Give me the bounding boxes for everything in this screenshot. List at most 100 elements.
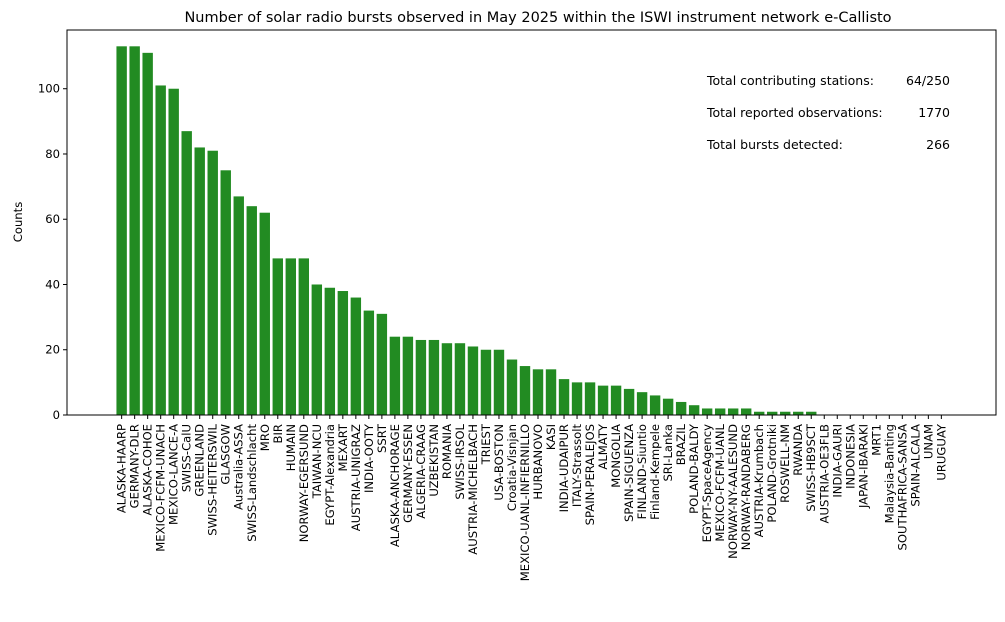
annotation-label: Total reported observations: [706,105,883,120]
x-tick-label: SRI-Lanka [661,424,675,482]
bar [220,170,231,415]
bar [727,408,739,415]
bar [155,85,166,416]
x-tick-label: SWISS-HEITERSWIL [206,423,220,535]
x-tick-label: MEXICO-FCFM-UANL [713,423,727,541]
bar [454,343,466,415]
x-tick-label: URUGUAY [934,423,948,481]
x-tick-label: EGYPT-SpaceAgency [700,424,714,542]
x-tick-label: ALMATY [596,423,610,470]
bar [623,388,635,415]
x-tick-label: TAIWAN-NCU [310,424,324,499]
bar [168,88,179,415]
y-tick-label: 0 [53,408,60,422]
x-tick-label: ALASKA-ANCHORAGE [388,424,402,547]
x-tick-label: HUMAIN [284,424,298,471]
bar [376,313,388,415]
x-tick-label: BRAZIL [674,423,688,465]
bar [558,379,570,415]
x-tick-label: GLASGOW [219,423,233,484]
x-tick-label: MEXICO-UANL-INFIERNILLO [518,424,532,581]
x-tick-label: ROMANIA [440,424,454,479]
x-tick-label: GERMANY-DLR [128,424,142,508]
bar [259,212,270,415]
bar [780,411,791,415]
bar [129,46,140,415]
bar [337,291,349,415]
bar [571,382,583,415]
bar [675,401,687,415]
bar [402,336,414,415]
x-tick-label: ALASKA-COHOE [141,424,155,516]
x-tick-label: KASI [544,424,558,450]
x-tick-label: RWANDA [791,424,805,476]
x-tick-label: NORWAY-RANDABERG [739,424,753,550]
x-tick-label: EGYPT-Alexandria [323,424,337,526]
bar [233,196,244,415]
bar [116,46,127,415]
annotation-label: Total contributing stations: [706,73,874,88]
bar [493,349,505,415]
bar [584,382,596,415]
x-tick-label: SOUTHAFRICA-SANSA [895,424,909,551]
bar [467,346,479,415]
bar [806,411,817,415]
x-tick-label: Australia-ASSA [232,424,246,510]
x-tick-label: HURBANOVO [531,424,545,500]
bar [415,339,427,415]
y-tick-label: 100 [38,82,60,96]
x-tick-label: NORWAY-EGERSUND [297,424,311,542]
x-tick-label: SPAIN-ALCALA [908,424,922,507]
y-tick-label: 80 [45,147,60,161]
x-tick-label: UNAM [921,424,935,459]
x-tick-label: BIR [271,424,285,443]
bar [753,411,765,415]
x-tick-label: POLAND-Grotniki [765,424,779,523]
x-tick-label: MEXICO-FCFM-UNACH [154,424,168,552]
x-tick-label: GERMANY-ESSEN [401,424,415,523]
annotation-value: 266 [926,137,950,152]
bar [545,369,557,415]
x-tick-label: AUSTRIA-Krumbach [752,424,766,537]
bar [714,408,726,415]
x-tick-label: INDIA-GAURI [830,424,844,498]
x-tick-label: SWISS-CalU [180,424,194,492]
summary-annotations: Total contributing stations: 64/250 Total … [706,73,950,152]
bar [636,392,648,415]
x-tick-label: SSRT [375,423,389,453]
x-tick-label: NORWAY-NY-AALESUND [726,424,740,559]
x-tick-label: MEXICO-LANCE-A [167,424,181,525]
x-tick-label: MEXART [336,423,350,471]
bar [793,411,804,415]
x-tick-label: INDONESIA [843,424,857,489]
bar [298,258,310,415]
x-tick-label: SWISS-HB9SCT [804,423,818,512]
x-tick-label: UZBEKISTAN [427,424,441,497]
x-tick-label: SWISS-IRSOL [453,423,467,499]
bars-group [116,46,817,416]
annotation-value: 1770 [918,105,950,120]
bar [389,336,401,415]
x-tick-label: MONGOLIA [609,424,623,488]
x-tick-label: SWISS-Landschlacht [245,424,259,542]
y-tick-label: 20 [45,343,60,357]
x-tick-label: ALASKA-HAARP [115,424,129,513]
x-tick-label: ITALY-Strassolt [570,424,584,508]
annotation-value: 64/250 [906,73,950,88]
x-tick-label: INDIA-OOTY [362,423,376,493]
chart-title: Number of solar radio bursts observed in… [184,10,891,26]
plot-frame [66,29,997,416]
x-tick-label: POLAND-BALDY [687,423,701,514]
x-tick-label: AUSTRIA-OE3FLB [817,424,831,523]
bar [480,349,492,415]
x-axis-ticks: ALASKA-HAARP GERMANY-DLR ALASKA-COHOE MEXIC… [115,415,948,581]
bar [701,408,713,415]
x-tick-label: ALGERIA-CRAAG [414,424,428,519]
x-tick-label: INDIA-UDAIPUR [557,424,571,512]
bar [532,369,544,415]
bar [740,408,752,415]
annotation-label: Total bursts detected: [706,137,843,152]
bar [285,258,296,415]
x-tick-label: USA-BOSTON [492,424,506,501]
